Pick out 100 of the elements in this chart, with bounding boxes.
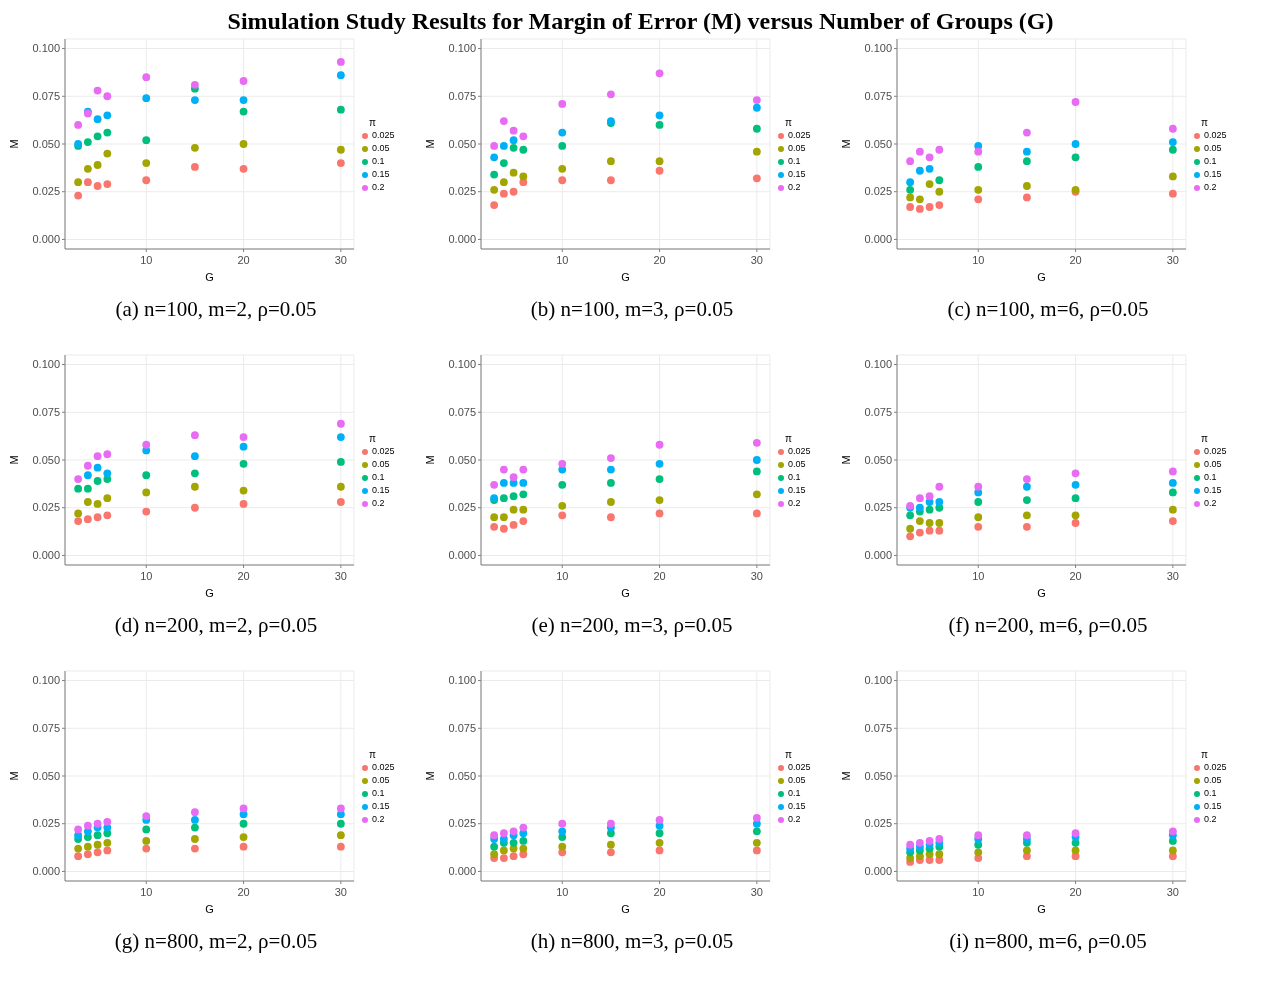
- y-tick-label: 0.025: [448, 501, 476, 514]
- point: [935, 176, 944, 185]
- point: [142, 812, 151, 820]
- y-tick-label: 0.000: [864, 864, 892, 877]
- point: [103, 838, 112, 847]
- point: [142, 159, 151, 167]
- point: [655, 459, 664, 468]
- point: [499, 513, 508, 522]
- point: [558, 164, 567, 173]
- x-tick-label: 30: [750, 886, 763, 898]
- legend-title: π: [1201, 749, 1208, 760]
- point: [974, 513, 983, 522]
- point: [142, 94, 151, 103]
- y-tick-label: 0.100: [32, 42, 60, 55]
- point: [1071, 98, 1080, 106]
- point: [93, 840, 102, 849]
- y-tick-label: 0.025: [864, 817, 892, 830]
- point: [925, 837, 934, 845]
- point: [915, 166, 924, 175]
- y-axis-title: M: [423, 139, 436, 149]
- point: [83, 461, 92, 470]
- point: [191, 823, 199, 832]
- point: [490, 831, 499, 840]
- text: (b) n=100, m=3, ρ=0.05: [530, 297, 734, 322]
- point: [752, 438, 761, 447]
- point: [336, 159, 345, 167]
- x-tick-label: 20: [237, 570, 250, 582]
- legend-title: π: [785, 749, 792, 760]
- legend-title: π: [785, 433, 792, 444]
- point: [499, 846, 508, 855]
- point: [336, 419, 345, 428]
- point: [935, 835, 944, 843]
- point: [490, 153, 499, 162]
- point: [239, 107, 248, 116]
- point: [607, 454, 615, 462]
- y-tick-label: 0.025: [32, 817, 60, 830]
- point: [655, 496, 664, 504]
- point: [103, 180, 112, 188]
- point: [519, 517, 528, 525]
- point: [142, 73, 151, 82]
- point: [93, 86, 102, 95]
- point: [519, 172, 528, 181]
- point: [655, 846, 664, 855]
- y-tick-label: 0.025: [448, 185, 476, 198]
- point: [906, 532, 915, 541]
- point: [191, 844, 199, 853]
- point: [239, 459, 248, 468]
- legend-title: π: [369, 749, 376, 760]
- point: [336, 498, 345, 506]
- point: [655, 475, 664, 483]
- point: [142, 844, 151, 853]
- point: [103, 450, 112, 459]
- y-tick-label: 0.050: [32, 453, 60, 466]
- y-tick-label: 0.100: [448, 42, 476, 55]
- legend-label: 0.15: [372, 169, 390, 179]
- point: [655, 440, 664, 449]
- legend-label: 0.2: [1204, 182, 1217, 192]
- point: [83, 515, 92, 524]
- legend-title: π: [785, 117, 792, 128]
- point: [336, 482, 345, 491]
- point: [1023, 157, 1031, 166]
- point: [655, 829, 664, 838]
- point: [974, 522, 983, 531]
- legend-label: 0.2: [372, 182, 385, 192]
- y-tick-label: 0.000: [32, 864, 60, 877]
- x-tick-label: 10: [556, 570, 569, 582]
- point: [103, 817, 112, 826]
- point: [499, 524, 508, 533]
- x-axis-title: G: [621, 587, 630, 599]
- y-tick-label: 0.100: [864, 674, 892, 687]
- y-tick-label: 0.100: [32, 674, 60, 687]
- point: [925, 492, 934, 501]
- y-axis-title: M: [839, 139, 852, 149]
- point: [490, 480, 499, 489]
- legend-label: 0.025: [372, 446, 395, 456]
- point: [558, 827, 567, 836]
- x-tick-label: 30: [334, 886, 347, 898]
- legend-label: 0.15: [1204, 485, 1222, 495]
- y-tick-label: 0.025: [32, 185, 60, 198]
- point: [1023, 522, 1031, 531]
- point: [906, 524, 915, 533]
- point: [499, 117, 508, 125]
- y-tick-label: 0.100: [448, 358, 476, 371]
- point: [915, 503, 924, 512]
- point: [74, 509, 83, 518]
- legend-label: 0.05: [372, 775, 390, 785]
- point: [1023, 846, 1031, 855]
- x-axis-title: G: [205, 587, 214, 599]
- point: [142, 471, 151, 480]
- y-tick-label: 0.100: [448, 674, 476, 687]
- y-tick-label: 0.100: [864, 42, 892, 55]
- point: [519, 823, 528, 832]
- x-axis-title: G: [621, 271, 630, 283]
- point: [93, 500, 102, 508]
- y-tick-label: 0.075: [32, 721, 60, 734]
- y-axis-title: M: [839, 771, 852, 781]
- y-axis-title: M: [7, 455, 20, 465]
- legend-label: 0.15: [788, 485, 806, 495]
- legend-label: 0.1: [372, 156, 385, 166]
- legend-label: 0.15: [1204, 169, 1222, 179]
